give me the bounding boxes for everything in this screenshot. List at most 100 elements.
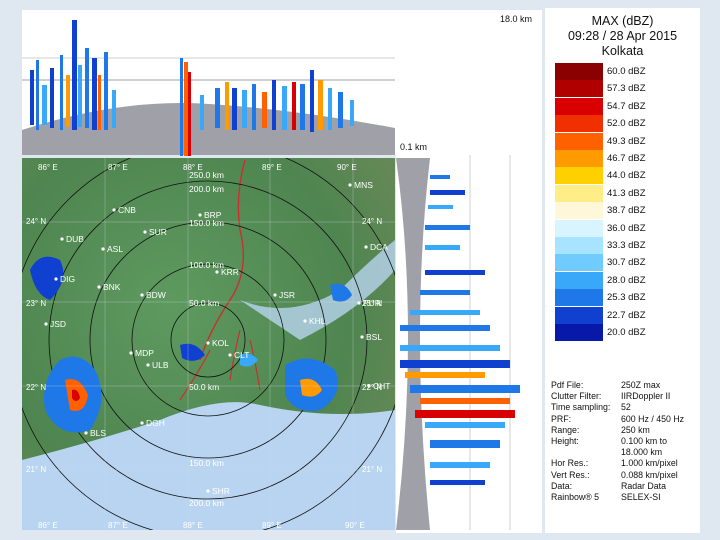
station-dot (129, 351, 133, 355)
legend-swatch (555, 132, 603, 150)
info-key: Vert Res.: (551, 469, 590, 480)
legend-station: Kolkata (601, 44, 644, 58)
legend-swatch-label: 46.7 dBZ (607, 153, 646, 164)
info-row: Vert Res.: 0.088 km/pixel (551, 470, 678, 480)
legend-swatch (555, 97, 603, 115)
info-row: Clutter Filter: IIRDoppler II (551, 391, 670, 401)
station-dot (273, 293, 277, 297)
legend-swatch (555, 219, 603, 237)
station-dot (140, 293, 144, 297)
info-key: Pdf File: (551, 380, 584, 390)
info-row: Range: 250 km (551, 425, 650, 435)
legend-swatch-label: 33.3 dBZ (607, 240, 646, 251)
info-value: 52 (621, 402, 631, 413)
range-labels: 250.0 km 200.0 km 150.0 km 100.0 km 50.0… (189, 170, 224, 508)
station-dot (360, 335, 364, 339)
station-label-dca: DCA (370, 242, 388, 252)
legend-swatch-label: 54.7 dBZ (607, 100, 646, 112)
info-value: 1.000 km/pixel (621, 458, 678, 469)
lon-label-bottom-5: 90° E (345, 521, 365, 530)
lon-label-top-2: 87° E (108, 163, 128, 172)
lon-label-bottom-3: 88° E (183, 521, 203, 530)
range-label-south-200: 200.0 km (189, 498, 224, 508)
station-dot (143, 230, 147, 234)
info-row: Rainbow® 5 SELEX-SI (551, 492, 661, 502)
station-dots (44, 183, 371, 493)
grid-lines (22, 158, 395, 530)
legend-swatch (555, 184, 603, 202)
legend-swatch-label: 36.0 dBZ (607, 222, 646, 234)
lon-label-top-4: 89° E (262, 163, 282, 172)
lon-label-top-3: 88° E (183, 163, 203, 172)
legend-swatch (555, 167, 603, 185)
station-dot (84, 431, 88, 435)
legend-swatch-label: 60.0 dBZ (607, 66, 646, 77)
station-label-khl: KHL (309, 316, 326, 326)
legend-swatch-label: 41.3 dBZ (607, 187, 646, 199)
range-rings (22, 158, 395, 530)
station-dot (215, 270, 219, 274)
info-value: 0.088 km/pixel (621, 469, 678, 480)
station-dot (54, 277, 58, 281)
legend-swatch (555, 202, 603, 220)
station-dot (146, 363, 150, 367)
station-dot (348, 183, 352, 187)
station-label-kol: KOL (212, 338, 229, 348)
info-value: 600 Hz / 450 Hz (621, 413, 685, 424)
station-label-mdp: MDP (135, 348, 154, 358)
station-label-cnb: CNB (118, 205, 136, 215)
lon-label-bottom-4: 89° E (262, 521, 282, 530)
range-label-200: 200.0 km (189, 184, 224, 194)
range-label-100: 100.0 km (189, 260, 224, 270)
station-label-bnk: BNK (103, 282, 121, 292)
station-dot (198, 213, 202, 217)
lat-label-right-1: 24° N (362, 217, 382, 226)
legend-swatch (555, 324, 603, 341)
legend-swatch-label: 25.3 dBZ (607, 292, 646, 304)
info-key: Range: (551, 424, 580, 435)
info-value: IIRDoppler II (621, 391, 671, 402)
legend-swatch (555, 289, 603, 307)
legend-swatch (555, 237, 603, 254)
station-label-pur: PUR (363, 298, 381, 308)
station-dot (228, 353, 232, 357)
station-dot (206, 489, 210, 493)
lat-label-left-1: 24° N (26, 217, 46, 226)
info-value: 18.000 km (621, 447, 663, 458)
legend-swatch (555, 271, 603, 289)
station-label-jsd: JSD (50, 319, 66, 329)
top-profile-panel: 18.0 km (22, 10, 542, 156)
station-dot (101, 247, 105, 251)
info-value: 250 km (621, 424, 650, 435)
station-dot (60, 237, 64, 241)
station-label-bsl: BSL (366, 332, 382, 342)
range-label-south-50: 50.0 km (189, 382, 219, 392)
legend-swatch (555, 63, 603, 80)
side-profile-min-height: 0.1 km (400, 142, 427, 152)
legend-swatch-label: 49.3 dBZ (607, 135, 646, 147)
info-key: Clutter Filter: (551, 391, 602, 402)
range-label-250: 250.0 km (189, 170, 224, 180)
station-dot (44, 322, 48, 326)
legend-swatch (555, 150, 603, 167)
info-row: Hor Res.: 1.000 km/pixel (551, 458, 678, 468)
grid-labels: 86° E 87° E 88° E 89° E 90° E 86° E 87° … (26, 163, 382, 530)
station-label-cht: CHT (373, 381, 390, 391)
info-row: PRF: 600 Hz / 450 Hz (551, 414, 684, 424)
legend-swatch-label: 52.0 dBZ (607, 118, 646, 130)
station-dot (140, 421, 144, 425)
info-value: 250Z max (621, 380, 661, 390)
info-key: PRF: (551, 413, 572, 424)
station-label-mns: MNS (354, 180, 373, 190)
info-value: 0.100 km to (621, 436, 667, 446)
legend-swatch (555, 306, 603, 324)
info-row: 18.000 km (551, 447, 662, 457)
station-label-dgh: DGH (146, 418, 165, 428)
station-dot (97, 285, 101, 289)
legend-datetime: 09:28 / 28 Apr 2015 (567, 29, 678, 43)
station-dot (357, 301, 361, 305)
lat-label-left-4: 21° N (26, 465, 46, 474)
legend-panel: MAX (dBZ) 09:28 / 28 Apr 2015 Kolkata 60… (545, 8, 700, 533)
station-label-brp: BRP (204, 210, 222, 220)
